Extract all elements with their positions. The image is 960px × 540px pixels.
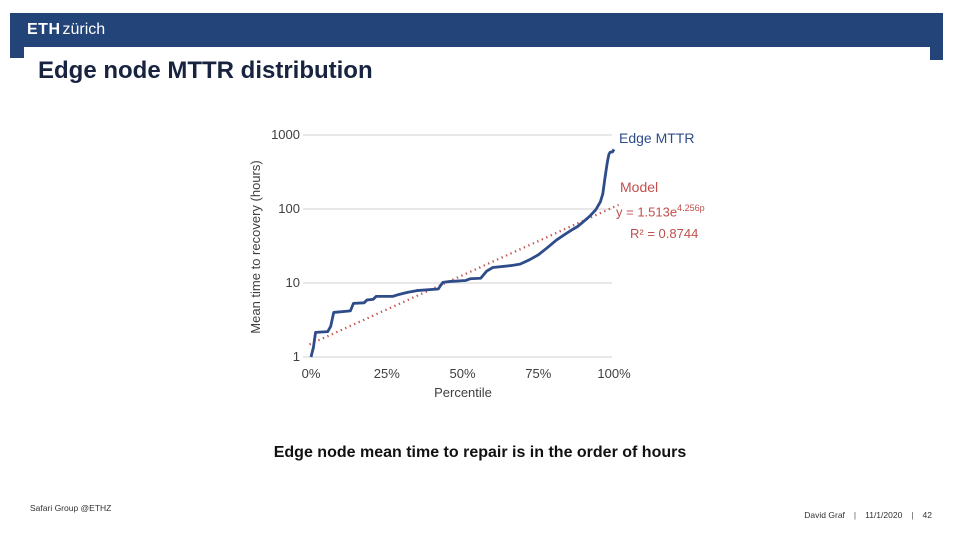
footer-right: David Graf | 11/1/2020 | 42 — [804, 510, 932, 520]
y-tick-label: 100 — [278, 201, 300, 216]
model-line — [309, 203, 620, 346]
eth-logo-city: zürich — [62, 21, 106, 38]
footer-divider: | — [911, 510, 914, 520]
model-r-squared: R² = 0.8744 — [630, 226, 699, 241]
legend-edge-mttr: Edge MTTR — [619, 130, 695, 146]
x-axis-title: Percentile — [434, 385, 492, 400]
footer-page-number: 42 — [922, 510, 932, 520]
y-axis-title: Mean time to recovery (hours) — [248, 160, 263, 334]
eth-logo-text: ETH — [27, 21, 61, 38]
y-tick-label: 1000 — [271, 127, 300, 142]
model-equation-base: y = 1.513e — [616, 204, 678, 220]
footer-divider: | — [853, 510, 857, 520]
slide-title: Edge node MTTR distribution — [38, 57, 373, 84]
x-tick-label: 75% — [525, 366, 552, 381]
y-tick-label: 1 — [292, 349, 300, 364]
model-equation: y = 1.513e4.256p — [616, 203, 705, 219]
eth-banner: ETH zürich — [10, 13, 943, 47]
x-tick-label: 50% — [449, 366, 476, 381]
chart-canvas — [303, 134, 620, 358]
banner-tab-left — [10, 47, 24, 58]
x-tick-label: 100% — [597, 366, 631, 381]
footer-author: David Graf — [804, 510, 845, 520]
x-tick-label: 0% — [301, 366, 321, 381]
banner-tab-right — [930, 47, 943, 60]
footer-group: Safari Group @ETHZ — [30, 503, 112, 513]
footer-date: 11/1/2020 — [865, 510, 903, 520]
y-tick-label: 10 — [285, 275, 300, 290]
eth-logo: ETH zürich — [27, 20, 105, 40]
edge-mttr-line — [309, 148, 616, 358]
slide-caption: Edge node mean time to repair is in the … — [273, 444, 687, 461]
mttr-chart: Mean time to recovery (hours) Percentile… — [240, 118, 720, 403]
legend-model: Model — [620, 179, 659, 195]
x-tick-label: 25% — [373, 366, 400, 381]
model-equation-exponent: 4.256p — [677, 203, 705, 213]
